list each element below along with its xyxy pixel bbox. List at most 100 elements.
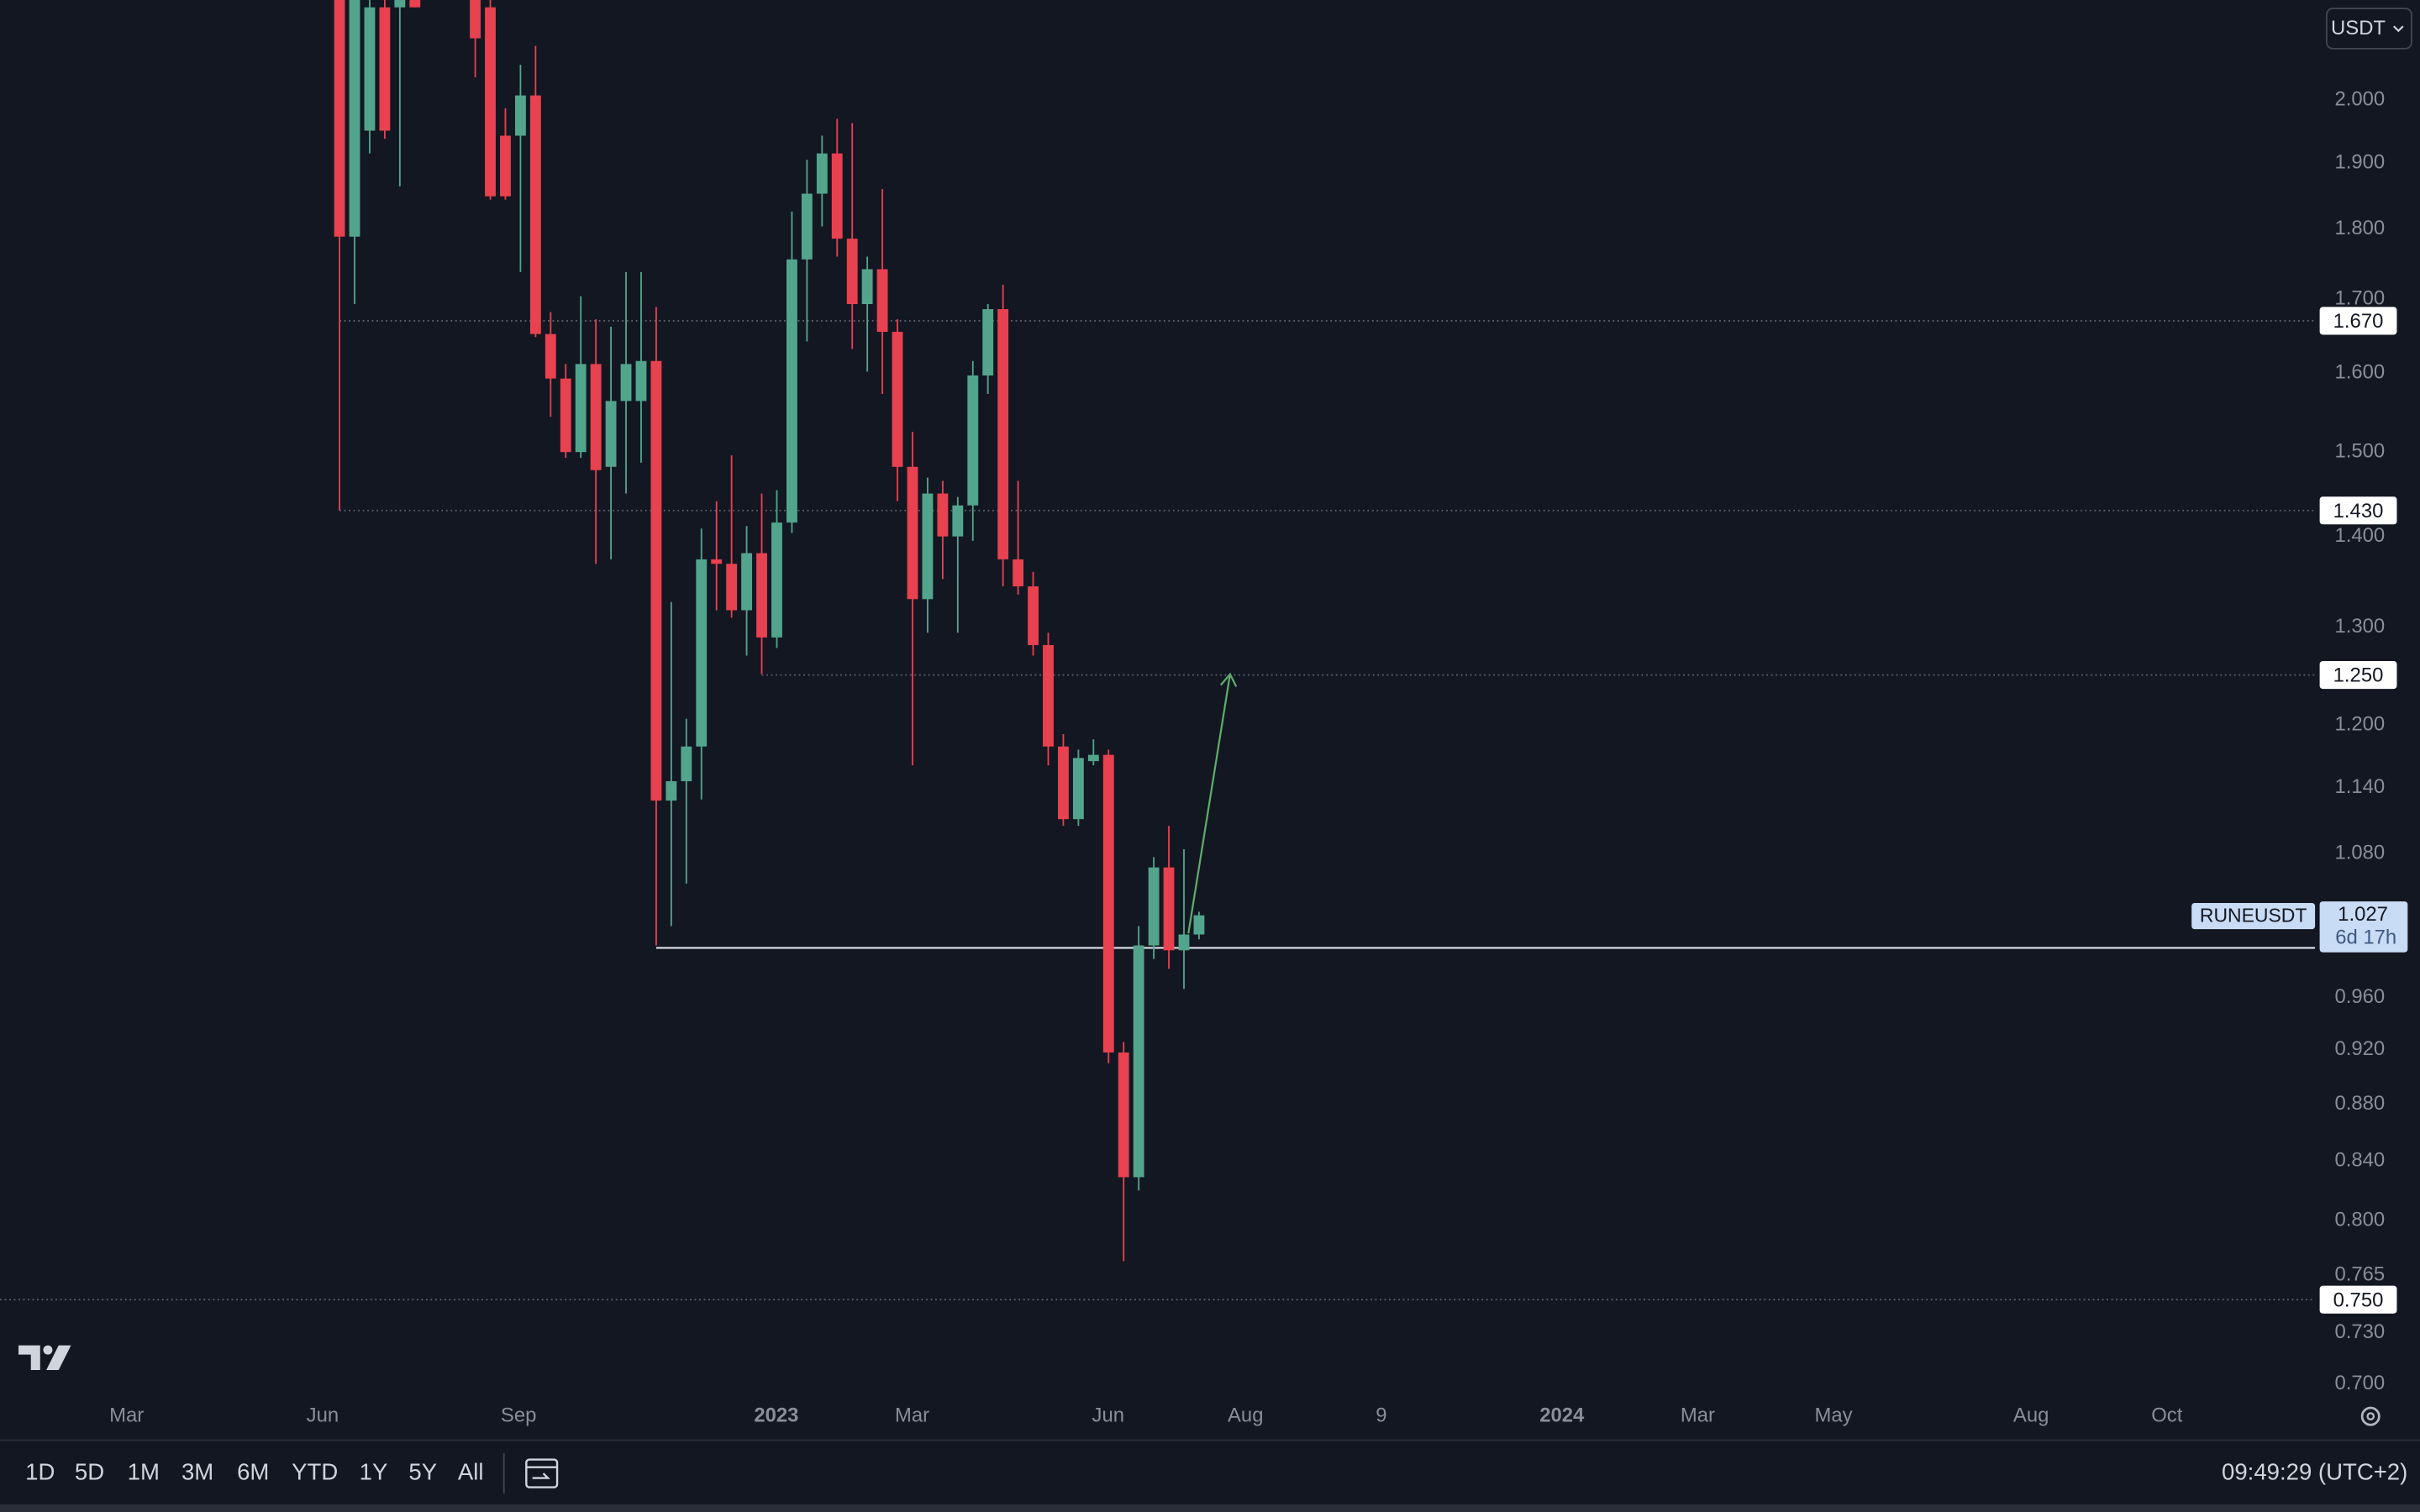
range-button[interactable]: All xyxy=(458,1458,484,1484)
currency-label[interactable]: USDT xyxy=(2331,17,2386,39)
range-button[interactable]: YTD xyxy=(292,1458,338,1484)
x-tick-label: Mar xyxy=(895,1404,929,1426)
candle-body xyxy=(876,269,888,333)
candle-body xyxy=(349,0,360,237)
dropdown-box[interactable] xyxy=(2325,8,2412,50)
logo-part xyxy=(46,1345,71,1371)
x-tick-label: May xyxy=(1815,1404,1853,1426)
price-axis: 2.000 1.900 1.800 1.700 1.600 1.500 1.400 1.300… xyxy=(2335,88,2386,1394)
range-button[interactable]: 5D xyxy=(75,1458,104,1484)
tradingview-logo[interactable] xyxy=(18,1345,71,1371)
x-tick-label: Mar xyxy=(109,1404,144,1426)
candle-body xyxy=(1133,945,1144,1178)
x-tick-label: Jun xyxy=(1092,1404,1124,1426)
candle-body xyxy=(485,7,496,197)
y-tick-label: 0.920 xyxy=(2335,1037,2386,1060)
candle-body xyxy=(1043,644,1054,747)
last-price-badge xyxy=(2319,901,2408,953)
y-tick-label: 1.800 xyxy=(2335,217,2386,239)
candle-body xyxy=(364,7,376,131)
candle-body xyxy=(1178,934,1190,951)
candle-body xyxy=(514,95,526,136)
symbol-badge xyxy=(2191,902,2316,930)
bottom-strip xyxy=(0,1504,2420,1512)
y-tick-label: 2.000 xyxy=(2335,88,2386,111)
gear-outer[interactable] xyxy=(2360,1406,2381,1426)
x-tick-label: Jun xyxy=(307,1404,339,1426)
candle-body xyxy=(967,375,979,506)
y-tick-label: 0.730 xyxy=(2335,1320,2386,1343)
y-tick-label: 1.400 xyxy=(2335,524,2386,547)
candle-body xyxy=(952,505,964,537)
candle-body xyxy=(394,0,406,8)
range-button[interactable]: 1D xyxy=(25,1458,55,1484)
y-tick-label: 0.765 xyxy=(2335,1263,2386,1286)
candle-body xyxy=(1118,1052,1129,1178)
candle-body xyxy=(1163,867,1175,951)
y-tick-label: 0.840 xyxy=(2335,1149,2386,1172)
level-badge xyxy=(2319,1285,2397,1314)
x-tick-label: Sep xyxy=(501,1404,536,1426)
y-tick-label: 0.880 xyxy=(2335,1092,2386,1115)
range-button[interactable]: 5Y xyxy=(408,1458,437,1484)
dropdown-caret xyxy=(2392,25,2404,33)
candle-body xyxy=(756,553,767,638)
range-button[interactable]: 6M xyxy=(237,1458,269,1484)
x-tick-label: Oct xyxy=(2151,1404,2182,1426)
candle-body xyxy=(1102,754,1114,1053)
bottom-toolbar: 1D 5D 1M 3M 6M YTD 1Y 5Y All xyxy=(25,1458,483,1484)
time-axis: Mar Jun Sep 2023 Mar Jun Aug 9 2024 Mar May Aug Oct xyxy=(109,1404,2183,1426)
logo-part xyxy=(43,1345,53,1355)
x-tick-label: Mar xyxy=(1681,1404,1715,1426)
plot-area xyxy=(0,0,2316,1301)
last-price-label: 1.027 xyxy=(2338,903,2388,926)
candle-body xyxy=(650,360,662,801)
candle-body xyxy=(1087,754,1099,762)
candle-body xyxy=(575,364,587,453)
x-tick-label: 9 xyxy=(1376,1404,1386,1426)
gear-inner xyxy=(2366,1412,2375,1420)
countdown-label: 6d 17h xyxy=(2335,926,2396,948)
date-range-button[interactable] xyxy=(525,1458,559,1488)
candle-body xyxy=(801,193,813,260)
x-tick-label: Aug xyxy=(1228,1404,1263,1426)
candle-body xyxy=(590,364,602,470)
candle-body xyxy=(786,259,797,523)
y-tick-label: 1.900 xyxy=(2335,150,2386,173)
level-badge xyxy=(2319,661,2397,690)
range-button[interactable]: 1M xyxy=(128,1458,160,1484)
logo-part xyxy=(18,1345,40,1371)
candle-body xyxy=(470,0,481,39)
level-label: 1.250 xyxy=(2333,664,2384,687)
candle-body xyxy=(620,364,632,402)
level-label: 0.750 xyxy=(2333,1289,2384,1311)
candle-body xyxy=(1072,758,1084,820)
range-button[interactable]: 1Y xyxy=(360,1458,388,1484)
range-button[interactable]: 3M xyxy=(182,1458,213,1484)
candle-body xyxy=(1028,586,1039,645)
y-tick-label: 0.800 xyxy=(2335,1209,2386,1231)
candle-body xyxy=(892,332,903,467)
candle-body xyxy=(605,401,617,467)
y-tick-label: 1.080 xyxy=(2335,842,2386,864)
candle-body xyxy=(1193,915,1205,935)
candle-body xyxy=(816,153,828,194)
candle-body xyxy=(922,493,934,600)
y-tick-label: 1.500 xyxy=(2335,440,2386,463)
level-badge xyxy=(2319,496,2397,525)
candle-body xyxy=(544,333,556,379)
clock: 09:49:29 (UTC+2) xyxy=(2222,1458,2407,1484)
candle-body xyxy=(529,95,541,334)
currency-dropdown[interactable]: USDT xyxy=(2325,8,2412,50)
candle-body xyxy=(861,269,873,305)
calendar-icon[interactable] xyxy=(525,1458,559,1488)
x-tick-label: 2024 xyxy=(1539,1404,1585,1426)
candle-body xyxy=(696,559,708,747)
candle-body xyxy=(666,781,677,801)
candle-body xyxy=(907,466,918,600)
level-label: 1.670 xyxy=(2333,310,2384,333)
arrow-head xyxy=(1220,672,1238,687)
settings-button[interactable] xyxy=(2360,1406,2381,1426)
candle-body xyxy=(831,153,843,239)
